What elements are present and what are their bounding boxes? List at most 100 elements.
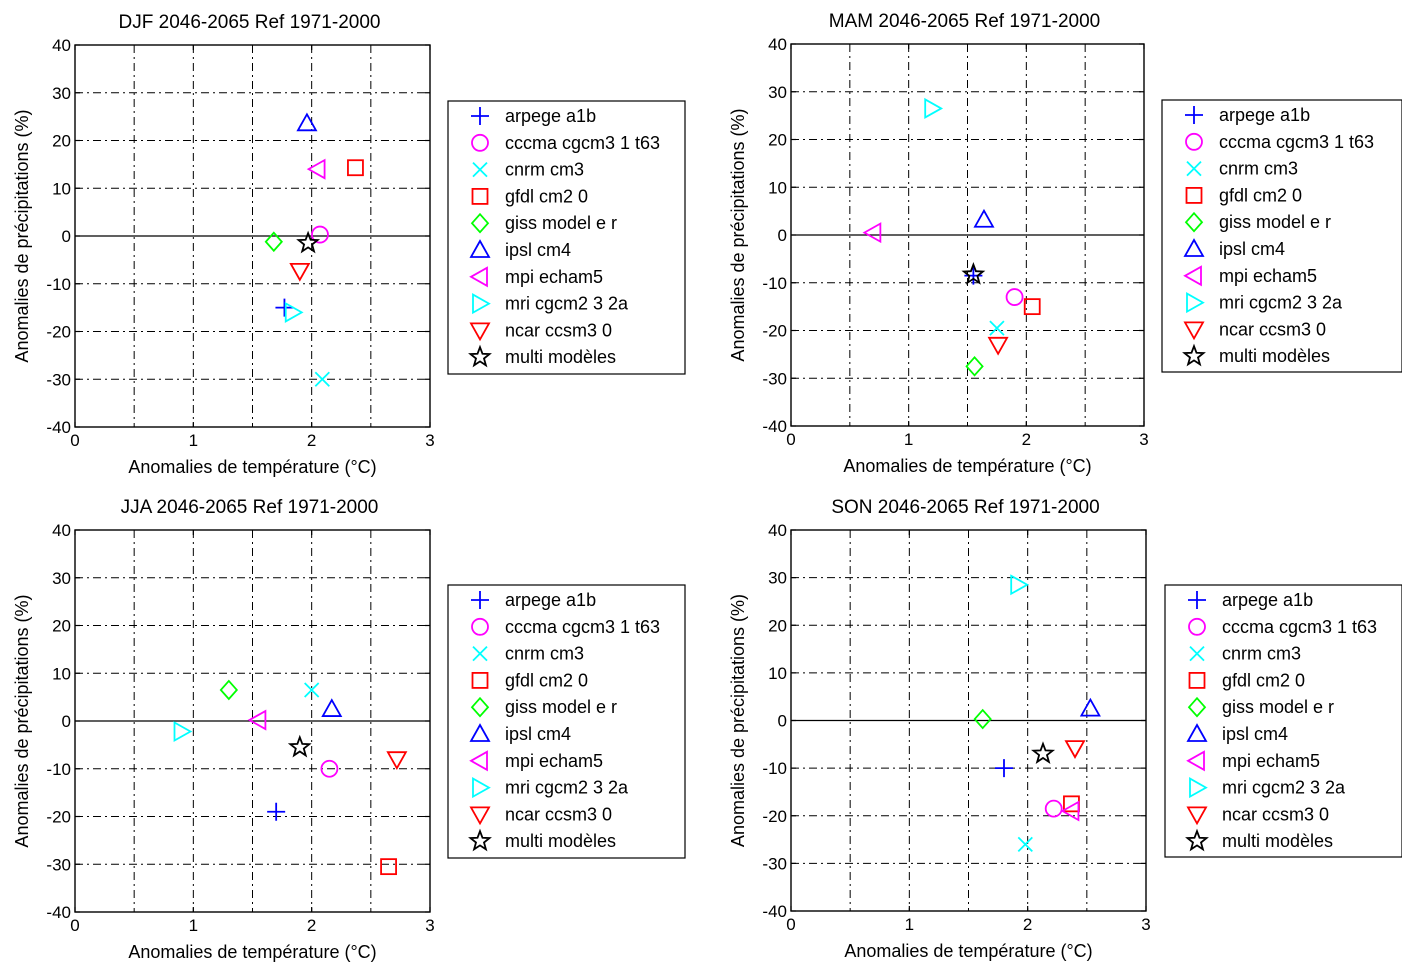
legend-marker-ncar xyxy=(469,322,491,342)
legend-marker-gfdl xyxy=(471,672,489,689)
y-tick-label: -20 xyxy=(46,323,71,342)
y-tick-label: 30 xyxy=(52,84,71,103)
data-point-ncar xyxy=(289,262,311,282)
legend-label-ncar: ncar ccsm3 0 xyxy=(505,804,612,824)
y-axis-label: Anomalies de précipitations (%) xyxy=(12,594,32,847)
legend-marker-cccma xyxy=(471,617,489,636)
data-point-giss xyxy=(264,231,284,253)
y-tick-label: 10 xyxy=(768,664,787,683)
y-tick-label: 0 xyxy=(62,227,71,246)
data-point-multi xyxy=(296,230,321,254)
y-tick-label: 30 xyxy=(768,83,787,102)
legend-marker-ncar xyxy=(1186,806,1208,826)
legend-label-mri: mri cgcm2 3 2a xyxy=(1222,778,1346,798)
y-tick-label: -10 xyxy=(762,759,787,778)
y-tick-label: -10 xyxy=(762,274,787,293)
legend-marker-mri xyxy=(1186,292,1205,314)
x-tick-label: 1 xyxy=(189,431,198,450)
legend-label-mpi: mpi echam5 xyxy=(1219,266,1317,286)
y-tick-label: 10 xyxy=(768,178,787,197)
data-point-ncar xyxy=(1064,740,1086,759)
legend-marker-cccma xyxy=(1185,132,1203,151)
y-tick-label: 20 xyxy=(768,131,787,150)
legend-label-cccma: cccma cgcm3 1 t63 xyxy=(1219,132,1374,152)
legend-label-mpi: mpi echam5 xyxy=(505,267,603,287)
y-tick-label: -20 xyxy=(46,808,71,827)
legend-label-ipsl: ipsl cm4 xyxy=(1219,239,1285,259)
legend-label-gfdl: gfdl cm2 0 xyxy=(1219,185,1302,205)
y-tick-label: -40 xyxy=(762,417,787,436)
chart-panel-3: 0 1 2 3 -40 -30 -20 -10 0 10 20 30 40 JJA 2046-2065 R… xyxy=(12,497,686,962)
y-tick-label: -20 xyxy=(762,322,787,341)
data-point-ipsl xyxy=(1079,697,1101,717)
y-tick-label: 0 xyxy=(778,712,787,731)
data-point-giss xyxy=(965,355,984,377)
x-tick-label: 0 xyxy=(70,431,79,450)
y-tick-label: 10 xyxy=(52,664,71,683)
legend-label-giss: giss model e r xyxy=(505,213,617,233)
legend-marker-arpege xyxy=(1188,591,1206,609)
data-point-ipsl xyxy=(296,112,318,132)
x-axis-label: Anomalies de température (°C) xyxy=(844,941,1092,961)
y-tick-label: -10 xyxy=(46,760,71,779)
data-point-gfdl xyxy=(1023,298,1041,316)
x-tick-label: 2 xyxy=(307,431,316,450)
y-axis-label: Anomalies de précipitations (%) xyxy=(728,108,748,361)
legend-label-giss: giss model e r xyxy=(505,697,617,717)
legend-marker-ipsl xyxy=(469,723,491,742)
legend-marker-ipsl xyxy=(469,239,491,258)
data-point-mri xyxy=(284,301,304,323)
x-tick-label: 0 xyxy=(786,915,795,934)
data-point-cccma xyxy=(1044,799,1063,818)
legend-marker-gfdl xyxy=(1188,672,1206,689)
x-tick-label: 2 xyxy=(1023,915,1032,934)
y-tick-label: -40 xyxy=(46,418,71,437)
y-tick-label: 10 xyxy=(52,179,71,198)
y-tick-label: -40 xyxy=(762,902,787,921)
legend-label-giss: giss model e r xyxy=(1219,212,1331,232)
legend-label-giss: giss model e r xyxy=(1222,697,1334,717)
y-axis-label: Anomalies de précipitations (%) xyxy=(728,594,748,847)
chart-title: MAM 2046-2065 Ref 1971-2000 xyxy=(829,11,1100,32)
data-point-arpege xyxy=(267,802,286,821)
data-point-gfdl xyxy=(347,159,364,177)
legend-label-ncar: ncar ccsm3 0 xyxy=(1219,319,1326,339)
chart-title: SON 2046-2065 Ref 1971-2000 xyxy=(831,497,1099,518)
x-tick-label: 3 xyxy=(425,431,434,450)
y-tick-label: 20 xyxy=(52,132,71,151)
chart-title: DJF 2046-2065 Ref 1971-2000 xyxy=(119,12,381,33)
legend-label-arpege: arpege a1b xyxy=(505,590,596,610)
legend-label-multi: multi modèles xyxy=(505,347,616,367)
data-point-gfdl xyxy=(380,858,397,876)
legend-marker-cnrm xyxy=(472,161,488,178)
x-axis-label: Anomalies de température (°C) xyxy=(843,456,1091,476)
data-point-giss xyxy=(219,679,239,701)
data-point-arpege xyxy=(275,298,294,317)
x-tick-label: 0 xyxy=(786,430,795,449)
chart-title: JJA 2046-2065 Ref 1971-2000 xyxy=(121,497,379,518)
data-point-giss xyxy=(973,708,992,730)
data-point-mri xyxy=(1010,574,1030,596)
legend-marker-cccma xyxy=(1188,617,1206,636)
legend-marker-cnrm xyxy=(472,645,488,662)
data-point-multi xyxy=(961,262,986,285)
legend-label-ipsl: ipsl cm4 xyxy=(1222,724,1288,744)
legend-label-multi: multi modèles xyxy=(1219,346,1330,366)
legend-marker-cnrm xyxy=(1189,645,1205,662)
data-point-cnrm xyxy=(1017,836,1033,852)
y-tick-label: 40 xyxy=(52,36,71,55)
legend-label-mri: mri cgcm2 3 2a xyxy=(505,778,629,798)
legend-marker-mri xyxy=(1189,777,1208,799)
y-tick-label: -30 xyxy=(46,855,71,874)
legend-label-ipsl: ipsl cm4 xyxy=(505,724,571,744)
legend-marker-mri xyxy=(472,293,491,315)
legend-marker-gfdl xyxy=(1185,186,1203,204)
y-tick-label: 40 xyxy=(52,521,71,540)
y-tick-label: 30 xyxy=(52,569,71,588)
legend-label-multi: multi modèles xyxy=(505,831,616,851)
y-tick-label: -30 xyxy=(762,854,787,873)
legend-marker-mpi xyxy=(469,750,488,772)
legend-marker-multi xyxy=(1182,343,1206,367)
legend-marker-ipsl xyxy=(1186,723,1208,742)
